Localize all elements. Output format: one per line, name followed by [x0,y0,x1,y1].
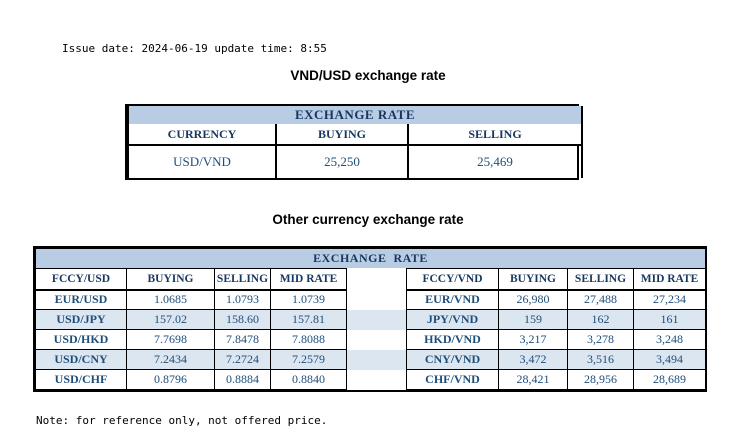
column-header-selling: SELLING [407,124,583,146]
selling-rate-cell: 3,516 [567,349,634,370]
mid-rate-cell: 7.8088 [270,329,347,350]
selling-rate-cell: 25,469 [407,145,583,178]
mid-rate-cell: 28,689 [632,369,707,390]
buying-rate-cell: 25,250 [275,145,409,178]
table-band-row: EXCHANGE RATE [127,106,583,124]
currency-pair-cell: USD/CNY [35,349,127,370]
selling-rate-cell: 162 [567,309,634,330]
other-currency-rate-table: EXCHANGE RATE FCCY/USD BUYING SELLING MI… [33,246,707,392]
currency-pair-cell: USD/CHF [35,369,127,390]
currency-pair-cell: JPY/VND [406,309,499,330]
table-band-row: EXCHANGE RATE [34,248,707,269]
column-header-selling-left: SELLING [214,268,271,291]
buying-rate-cell: 7.2434 [126,349,215,370]
currency-pair-cell: CNY/VND [406,349,499,370]
mid-rate-cell: 0.8840 [270,369,347,390]
note-line: Note: for reference only, not offered pr… [36,414,328,427]
table-row: USD/VND 25,250 25,469 [127,145,583,178]
column-header-midrate-left: MID RATE [270,268,347,291]
spacer-cell [346,369,407,390]
currency-pair-cell: EUR/VND [406,289,499,310]
column-header-buying-right: BUYING [498,268,568,291]
buying-rate-cell: 157.02 [126,309,215,330]
mid-rate-cell: 7.2579 [270,349,347,370]
table-row: USD/CNY 7.2434 7.2724 7.2579 CNY/VND 3,4… [35,349,707,370]
currency-pair-cell: CHF/VND [406,369,499,390]
mid-rate-cell: 3,248 [632,329,707,350]
spacer-cell [346,268,407,290]
column-header-fccy-vnd: FCCY/VND [406,268,499,291]
table-row: USD/CHF 0.8796 0.8884 0.8840 CHF/VND 28,… [35,369,707,390]
issue-date-line: Issue date: 2024-06-19 update time: 8:55 [62,42,327,55]
mid-rate-cell: 1.0739 [270,289,347,310]
column-header-buying-left: BUYING [126,268,215,291]
selling-rate-cell: 27,488 [567,289,634,310]
selling-rate-cell: 0.8884 [214,369,271,390]
table-row: USD/HKD 7.7698 7.8478 7.8088 HKD/VND 3,2… [35,329,707,350]
column-header-midrate-right: MID RATE [632,268,707,291]
buying-rate-cell: 0.8796 [126,369,215,390]
vnd-usd-rate-table: EXCHANGE RATE CURRENCY BUYING SELLING US… [125,104,583,180]
selling-rate-cell: 7.2724 [214,349,271,370]
selling-rate-cell: 3,278 [567,329,634,350]
buying-rate-cell: 26,980 [498,289,568,310]
buying-rate-cell: 3,472 [498,349,568,370]
table-row: USD/JPY 157.02 158.60 157.81 JPY/VND 159… [35,309,707,330]
buying-rate-cell: 159 [498,309,568,330]
buying-rate-cell: 7.7698 [126,329,215,350]
buying-rate-cell: 1.0685 [126,289,215,310]
spacer-cell [346,289,407,310]
table-header-row: FCCY/USD BUYING SELLING MID RATE FCCY/VN… [35,268,707,291]
selling-rate-cell: 1.0793 [214,289,271,310]
vnd-usd-table-title: VND/USD exchange rate [290,68,446,83]
other-currency-table-title: Other currency exchange rate [272,212,464,227]
table-header-row: CURRENCY BUYING SELLING [127,124,583,146]
mid-rate-cell: 27,234 [632,289,707,310]
spacer-cell [346,329,407,350]
spacer-cell [346,349,407,370]
currency-pair-cell: USD/VND [127,145,277,178]
mid-rate-cell: 161 [632,309,707,330]
mid-rate-cell: 3,494 [632,349,707,370]
table-row: EUR/USD 1.0685 1.0793 1.0739 EUR/VND 26,… [35,289,707,310]
selling-rate-cell: 28,956 [567,369,634,390]
column-header-buying: BUYING [275,124,409,146]
column-header-selling-right: SELLING [567,268,634,291]
column-header-currency: CURRENCY [127,124,277,146]
currency-pair-cell: USD/HKD [35,329,127,350]
exchange-rate-band: EXCHANGE RATE [127,106,583,124]
currency-pair-cell: USD/JPY [35,309,127,330]
selling-rate-cell: 158.60 [214,309,271,330]
spacer-cell [346,309,407,330]
currency-pair-cell: HKD/VND [406,329,499,350]
column-header-fccy-usd: FCCY/USD [35,268,127,291]
selling-rate-cell: 7.8478 [214,329,271,350]
buying-rate-cell: 28,421 [498,369,568,390]
currency-pair-cell: EUR/USD [35,289,127,310]
mid-rate-cell: 157.81 [270,309,347,330]
exchange-rate-band: EXCHANGE RATE [34,248,707,269]
buying-rate-cell: 3,217 [498,329,568,350]
